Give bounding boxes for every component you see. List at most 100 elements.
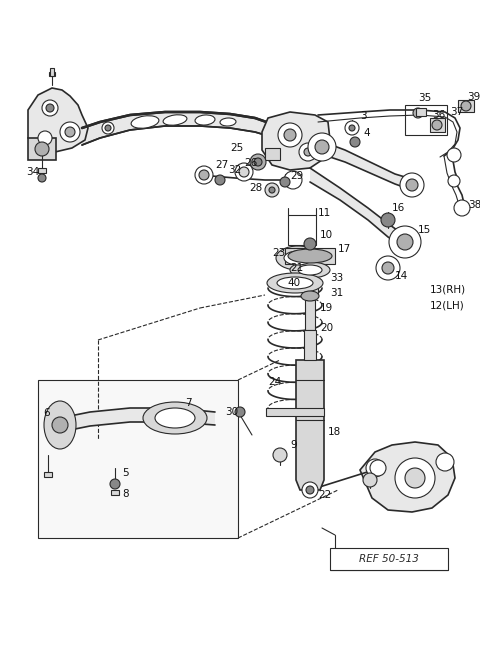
Circle shape	[302, 482, 318, 498]
Ellipse shape	[44, 401, 76, 449]
Ellipse shape	[131, 115, 159, 129]
Text: 20: 20	[320, 323, 333, 333]
Ellipse shape	[298, 265, 322, 275]
Text: 25: 25	[230, 143, 243, 153]
Text: 6: 6	[43, 408, 49, 418]
Bar	[288, 215, 316, 245]
Circle shape	[389, 226, 421, 258]
Text: 15: 15	[418, 225, 431, 235]
Text: 9: 9	[290, 440, 297, 450]
Circle shape	[432, 120, 442, 130]
Text: 7: 7	[185, 398, 192, 408]
Text: 3: 3	[360, 111, 367, 121]
Circle shape	[436, 453, 454, 471]
Ellipse shape	[277, 277, 313, 289]
Circle shape	[400, 173, 424, 197]
Circle shape	[284, 171, 302, 189]
Ellipse shape	[288, 249, 332, 263]
Polygon shape	[262, 112, 330, 170]
Circle shape	[345, 121, 359, 135]
Text: 11: 11	[318, 208, 331, 218]
Text: 27: 27	[215, 160, 228, 170]
Text: 4: 4	[363, 128, 370, 138]
Text: 18: 18	[328, 427, 341, 437]
Text: 28: 28	[249, 183, 262, 193]
Ellipse shape	[284, 251, 312, 265]
Circle shape	[235, 407, 245, 417]
Polygon shape	[310, 168, 408, 248]
Text: 39: 39	[467, 92, 480, 102]
Ellipse shape	[276, 246, 320, 270]
Text: 32: 32	[228, 165, 241, 175]
Polygon shape	[28, 88, 88, 152]
Circle shape	[349, 125, 355, 131]
Text: 24: 24	[268, 377, 281, 387]
Circle shape	[280, 177, 290, 187]
Circle shape	[405, 468, 425, 488]
Circle shape	[397, 234, 413, 250]
Text: 12(LH): 12(LH)	[430, 300, 465, 310]
Bar	[28, 138, 56, 160]
Circle shape	[381, 213, 395, 227]
Ellipse shape	[155, 408, 195, 428]
Circle shape	[363, 473, 377, 487]
Polygon shape	[82, 112, 275, 145]
Circle shape	[254, 158, 262, 166]
Text: 29: 29	[290, 171, 303, 181]
Circle shape	[199, 170, 209, 180]
Polygon shape	[296, 360, 324, 490]
Circle shape	[105, 125, 111, 131]
Bar	[111, 490, 119, 495]
Ellipse shape	[143, 402, 207, 434]
Ellipse shape	[301, 291, 319, 301]
Text: 23: 23	[272, 248, 285, 258]
Circle shape	[102, 122, 114, 134]
Bar	[302, 278, 318, 296]
Text: 30: 30	[225, 407, 238, 417]
Circle shape	[38, 131, 52, 145]
Circle shape	[376, 256, 400, 280]
Text: 19: 19	[320, 303, 333, 313]
Circle shape	[284, 129, 296, 141]
Circle shape	[42, 100, 58, 116]
Circle shape	[370, 460, 386, 476]
Bar	[430, 118, 445, 132]
Circle shape	[366, 459, 384, 477]
Text: 37: 37	[450, 107, 463, 117]
Text: 36: 36	[432, 110, 445, 120]
Circle shape	[299, 143, 317, 161]
Text: 14: 14	[395, 271, 408, 281]
Bar	[330, 548, 448, 570]
Circle shape	[265, 183, 279, 197]
Circle shape	[382, 262, 394, 274]
Ellipse shape	[220, 118, 236, 126]
Circle shape	[215, 175, 225, 185]
Circle shape	[38, 174, 46, 182]
Circle shape	[110, 479, 120, 489]
Bar	[44, 472, 52, 477]
Bar	[416, 108, 426, 116]
Text: 8: 8	[122, 489, 129, 499]
Bar	[304, 330, 316, 360]
Bar	[266, 408, 324, 416]
Bar	[265, 148, 280, 160]
Text: 17: 17	[338, 244, 351, 254]
Bar	[49, 72, 55, 76]
Ellipse shape	[163, 115, 187, 125]
Bar	[285, 248, 335, 264]
Circle shape	[304, 238, 316, 250]
Polygon shape	[360, 442, 455, 512]
Circle shape	[235, 163, 253, 181]
Text: 31: 31	[330, 288, 343, 298]
Bar	[38, 380, 238, 538]
Text: 5: 5	[122, 468, 129, 478]
Circle shape	[306, 486, 314, 494]
Circle shape	[65, 127, 75, 137]
Circle shape	[269, 187, 275, 193]
Circle shape	[278, 123, 302, 147]
Text: 22: 22	[318, 490, 331, 500]
Text: 35: 35	[418, 93, 431, 103]
Bar	[305, 300, 315, 330]
Ellipse shape	[267, 273, 323, 293]
Text: 21: 21	[290, 263, 303, 273]
